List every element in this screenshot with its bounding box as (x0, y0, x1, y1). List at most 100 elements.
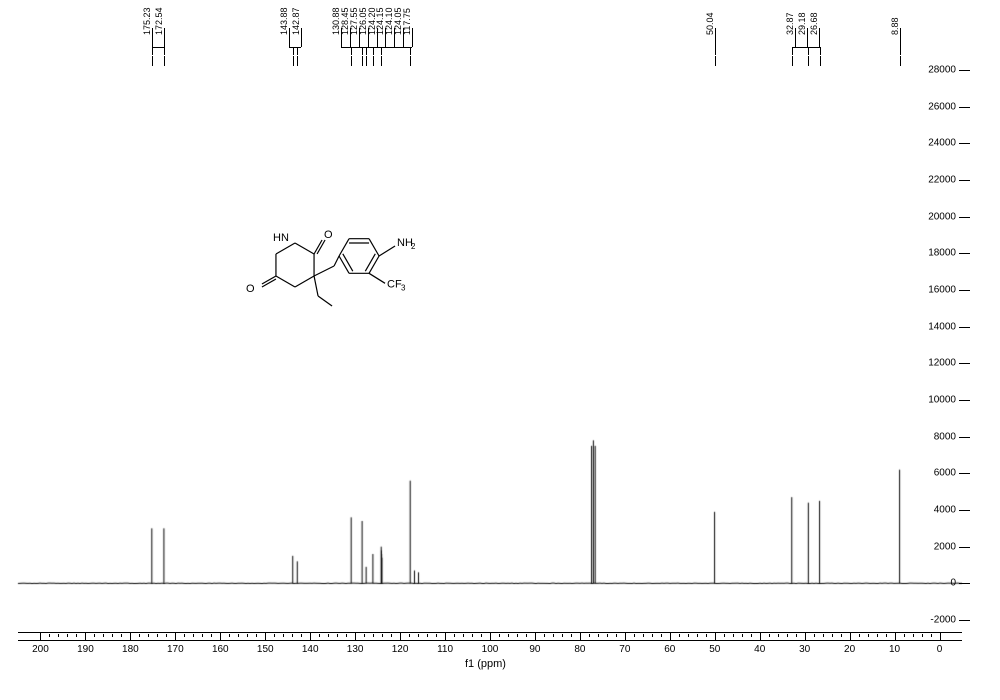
spectrum-canvas (0, 0, 1000, 700)
x-minor-tick (103, 634, 104, 637)
x-minor-tick (229, 634, 230, 637)
x-tick-label: 120 (392, 644, 409, 655)
y-dash (964, 107, 970, 108)
x-minor-tick (184, 634, 185, 637)
label-leg (807, 28, 808, 47)
x-tick (175, 632, 176, 640)
x-minor-tick (49, 634, 50, 637)
y-dash (964, 510, 970, 511)
x-tick-label: 20 (844, 644, 855, 655)
x-minor-tick (832, 634, 833, 637)
y-tick-label: 6000 (934, 468, 956, 479)
x-minor-tick (301, 634, 302, 637)
y-dash (964, 327, 970, 328)
label-leg (715, 28, 716, 47)
x-minor-tick (931, 634, 932, 637)
label-leg (412, 28, 413, 47)
x-tick (490, 632, 491, 640)
x-minor-tick (724, 634, 725, 637)
x-minor-tick (67, 634, 68, 637)
x-tick (625, 632, 626, 640)
x-tick (580, 632, 581, 640)
x-minor-tick (436, 634, 437, 637)
x-minor-tick (274, 634, 275, 637)
x-minor-tick (913, 634, 914, 637)
y-tick-label: 20000 (928, 211, 956, 222)
x-tick-label: 30 (799, 644, 810, 655)
x-axis-title: f1 (ppm) (465, 658, 506, 670)
x-minor-tick (598, 634, 599, 637)
x-minor-tick (544, 634, 545, 637)
x-minor-tick (508, 634, 509, 637)
peak-tick (715, 56, 716, 66)
bracket-leg (362, 47, 363, 55)
peak-tick (373, 56, 374, 66)
nmr-spectrum-figure: 2001901801701601501401301201101009080706… (0, 0, 1000, 700)
y-dash (964, 70, 970, 71)
x-minor-tick (571, 634, 572, 637)
x-minor-tick (328, 634, 329, 637)
peak-tick (808, 56, 809, 66)
y-dash (964, 180, 970, 181)
x-minor-tick (589, 634, 590, 637)
x-minor-tick (823, 634, 824, 637)
x-minor-tick (337, 634, 338, 637)
label-leg (819, 28, 820, 47)
bracket-leg (715, 47, 716, 55)
peak-tick (410, 56, 411, 66)
x-minor-tick (751, 634, 752, 637)
x-minor-tick (526, 634, 527, 637)
x-minor-tick (139, 634, 140, 637)
x-minor-tick (58, 634, 59, 637)
peak-tick (152, 56, 153, 66)
y-dash (964, 290, 970, 291)
x-minor-tick (247, 634, 248, 637)
x-tick-label: 50 (709, 644, 720, 655)
label-bracket (289, 47, 301, 48)
x-tick (130, 632, 131, 640)
x-minor-tick (778, 634, 779, 637)
bracket-leg (293, 47, 294, 55)
peak-ppm-label: 8.88 (890, 17, 900, 35)
x-axis-line (18, 640, 962, 641)
x-minor-tick (814, 634, 815, 637)
x-tick-label: 160 (212, 644, 229, 655)
x-tick-label: 180 (122, 644, 139, 655)
x-minor-tick (706, 634, 707, 637)
bracket-leg (792, 47, 793, 55)
x-minor-tick (409, 634, 410, 637)
label-bracket (792, 47, 820, 48)
x-tick (715, 632, 716, 640)
peak-ppm-label: 32.87 (785, 12, 795, 35)
x-tick-label: 10 (889, 644, 900, 655)
x-minor-tick (607, 634, 608, 637)
bracket-leg (297, 47, 298, 55)
y-tick-label: 4000 (934, 505, 956, 516)
x-minor-tick (922, 634, 923, 637)
x-minor-tick (346, 634, 347, 637)
x-minor-tick (157, 634, 158, 637)
peak-tick (293, 56, 294, 66)
label-leg (795, 28, 796, 47)
x-tick-label: 200 (32, 644, 49, 655)
x-minor-tick (283, 634, 284, 637)
bracket-leg (366, 47, 367, 55)
peak-tick (366, 56, 367, 66)
x-minor-tick (886, 634, 887, 637)
x-tick (670, 632, 671, 640)
x-tick (940, 632, 941, 640)
x-tick-label: 170 (167, 644, 184, 655)
x-minor-tick (112, 634, 113, 637)
x-tick (355, 632, 356, 640)
peak-tick (297, 56, 298, 66)
bracket-leg (410, 47, 411, 55)
x-tick (40, 632, 41, 640)
y-dash (964, 217, 970, 218)
x-minor-tick (841, 634, 842, 637)
x-minor-tick (121, 634, 122, 637)
x-tick (895, 632, 896, 640)
x-minor-tick (76, 634, 77, 637)
x-minor-tick (733, 634, 734, 637)
x-tick-label: 80 (574, 644, 585, 655)
y-dash (964, 437, 970, 438)
